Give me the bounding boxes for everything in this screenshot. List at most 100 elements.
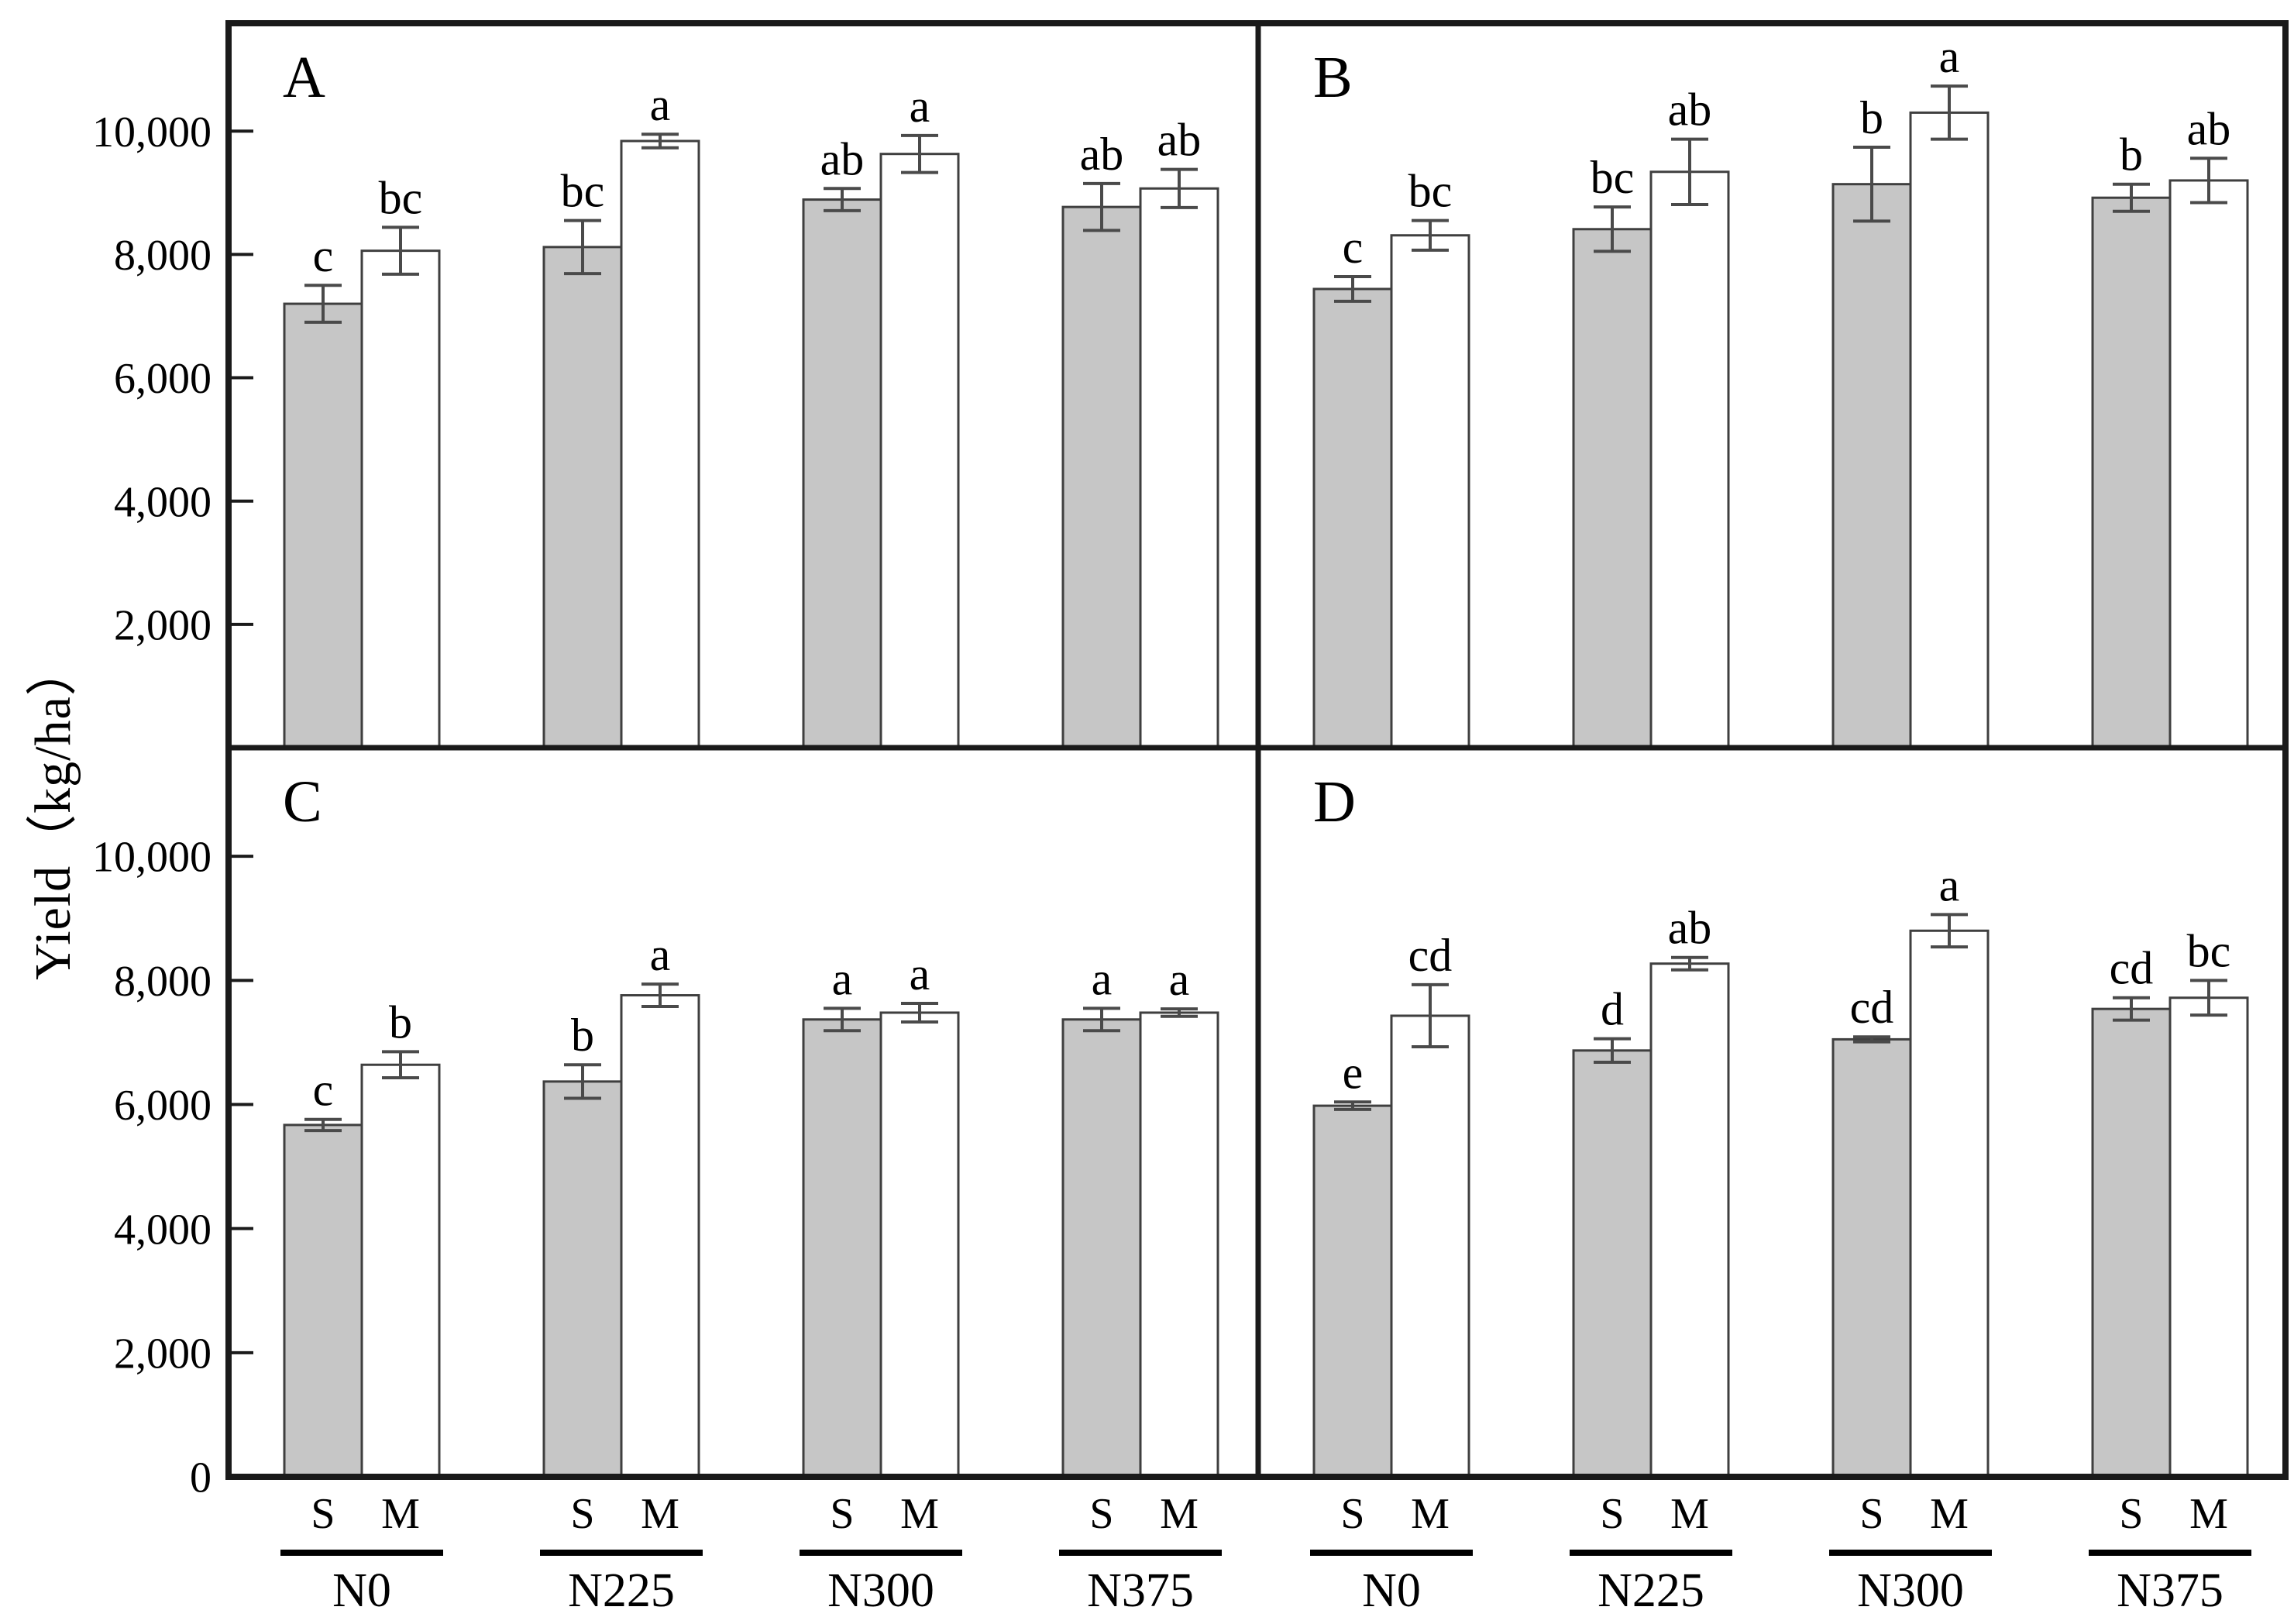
bar-C-N375-S	[1061, 1018, 1142, 1478]
bar-C-N0-S	[283, 1123, 363, 1478]
bar-B-N0-S	[1312, 287, 1393, 749]
group-label-left-N225: N225	[568, 1564, 675, 1617]
bar-label-right-N300-S: S	[1859, 1490, 1883, 1538]
bar-B-N375-M	[2168, 179, 2249, 749]
sig-letter-A-N300-S: ab	[820, 133, 865, 184]
group-underline-right-N300	[1829, 1550, 1992, 1556]
group-underline-right-N375	[2089, 1550, 2251, 1556]
bar-C-N300-M	[879, 1011, 960, 1478]
sig-letter-C-N225-S: b	[571, 1010, 594, 1061]
bar-C-N0-M	[360, 1063, 441, 1478]
group-label-left-N0: N0	[332, 1564, 391, 1617]
sig-letter-C-N0-S: c	[313, 1065, 334, 1116]
panel-letter-C: C	[283, 769, 322, 834]
group-underline-right-N0	[1310, 1550, 1473, 1556]
bar-B-N225-M	[1649, 170, 1730, 749]
sig-letter-D-N0-S: e	[1343, 1047, 1364, 1098]
sig-letter-B-N0-M: bc	[1408, 166, 1453, 217]
group-label-left-N300: N300	[827, 1564, 934, 1617]
tick-label-bottom-6000: 6,000	[114, 1082, 212, 1130]
group-label-left-N375: N375	[1087, 1564, 1194, 1617]
bar-label-left-N0-S: S	[311, 1490, 335, 1538]
sig-letter-D-N375-M: bc	[2187, 925, 2231, 976]
sig-letter-B-N0-S: c	[1343, 222, 1364, 273]
group-underline-left-N300	[800, 1550, 962, 1556]
sig-letter-B-N225-M: ab	[1668, 84, 1712, 136]
tick-label-bottom-4000: 4,000	[114, 1206, 212, 1254]
bar-label-right-N225-S: S	[1600, 1490, 1624, 1538]
sig-letter-D-N300-S: cd	[1850, 982, 1894, 1033]
sig-letter-D-N225-M: ab	[1668, 903, 1712, 954]
sig-letter-D-N300-M: a	[1939, 859, 1960, 910]
group-underline-left-N0	[280, 1550, 443, 1556]
bar-A-N375-S	[1061, 205, 1142, 749]
sig-letter-C-N225-M: a	[650, 929, 671, 980]
bar-D-N225-M	[1649, 962, 1730, 1478]
group-label-right-N225: N225	[1598, 1564, 1704, 1617]
bar-label-right-N225-M: M	[1670, 1490, 1709, 1538]
panel-letter-D: D	[1313, 769, 1356, 834]
group-label-right-N375: N375	[2117, 1564, 2223, 1617]
sig-letter-B-N225-S: bc	[1591, 152, 1635, 203]
bar-D-N0-M	[1390, 1014, 1470, 1478]
tick-label-top-8000: 8,000	[114, 232, 212, 280]
bar-label-right-N300-M: M	[1930, 1490, 1969, 1538]
bar-C-N225-M	[620, 994, 700, 1478]
tick-label-bottom-2000: 2,000	[114, 1330, 212, 1378]
bar-label-left-N375-S: S	[1089, 1490, 1113, 1538]
tick-label-top-4000: 4,000	[114, 478, 212, 526]
bar-label-left-N300-M: M	[900, 1490, 939, 1538]
bar-B-N300-S	[1831, 183, 1912, 749]
sig-letter-A-N375-M: ab	[1157, 115, 1202, 166]
sig-letter-C-N375-M: a	[1169, 954, 1190, 1005]
sig-letter-A-N0-S: c	[313, 230, 334, 281]
tick-label-bottom-0: 0	[190, 1454, 212, 1502]
bar-B-N225-S	[1572, 228, 1653, 749]
bar-label-left-N225-M: M	[641, 1490, 679, 1538]
bar-label-left-N300-S: S	[830, 1490, 854, 1538]
tick-label-top-10000: 10,000	[92, 108, 212, 157]
bar-A-N300-M	[879, 153, 960, 749]
sig-letter-C-N0-M: b	[389, 996, 412, 1048]
bar-C-N300-S	[802, 1018, 882, 1478]
group-underline-left-N225	[540, 1550, 703, 1556]
sig-letter-D-N0-M: cd	[1408, 930, 1453, 981]
plot-frame	[225, 20, 2289, 1480]
bar-A-N0-M	[360, 249, 441, 749]
panel-letter-A: A	[283, 45, 325, 110]
tick-label-bottom-10000: 10,000	[92, 834, 212, 882]
sig-letter-C-N375-S: a	[1092, 953, 1113, 1004]
sig-letter-B-N375-M: ab	[2187, 103, 2231, 154]
group-underline-left-N375	[1059, 1550, 1222, 1556]
group-label-right-N300: N300	[1857, 1564, 1964, 1617]
tick-label-top-2000: 2,000	[114, 601, 212, 649]
bar-D-N300-M	[1909, 929, 1990, 1478]
sig-letter-A-N225-S: bc	[561, 166, 605, 217]
bar-A-N0-S	[283, 302, 363, 749]
group-underline-right-N225	[1570, 1550, 1732, 1556]
bar-C-N375-M	[1139, 1011, 1219, 1478]
bar-D-N225-S	[1572, 1049, 1653, 1478]
bar-B-N375-S	[2091, 196, 2172, 749]
bar-D-N375-S	[2091, 1007, 2172, 1478]
sig-letter-B-N375-S: b	[2120, 129, 2143, 181]
bar-label-right-N375-M: M	[2189, 1490, 2228, 1538]
tick-label-bottom-8000: 8,000	[114, 958, 212, 1006]
sig-letter-C-N300-S: a	[832, 953, 853, 1004]
group-label-right-N0: N0	[1362, 1564, 1421, 1617]
sig-letter-B-N300-M: a	[1939, 31, 1960, 82]
bar-D-N300-S	[1831, 1037, 1912, 1478]
sig-letter-A-N375-S: ab	[1080, 129, 1124, 180]
sig-letter-D-N225-S: d	[1601, 984, 1624, 1035]
bar-A-N225-S	[542, 246, 623, 749]
sig-letter-A-N225-M: a	[650, 79, 671, 130]
bar-B-N300-M	[1909, 111, 1990, 749]
bar-A-N300-S	[802, 198, 882, 749]
sig-letter-D-N375-S: cd	[2110, 943, 2154, 994]
bar-D-N375-M	[2168, 996, 2249, 1478]
sig-letter-B-N300-S: b	[1860, 92, 1883, 143]
bar-B-N0-M	[1390, 234, 1470, 749]
bar-label-left-N0-M: M	[381, 1490, 420, 1538]
